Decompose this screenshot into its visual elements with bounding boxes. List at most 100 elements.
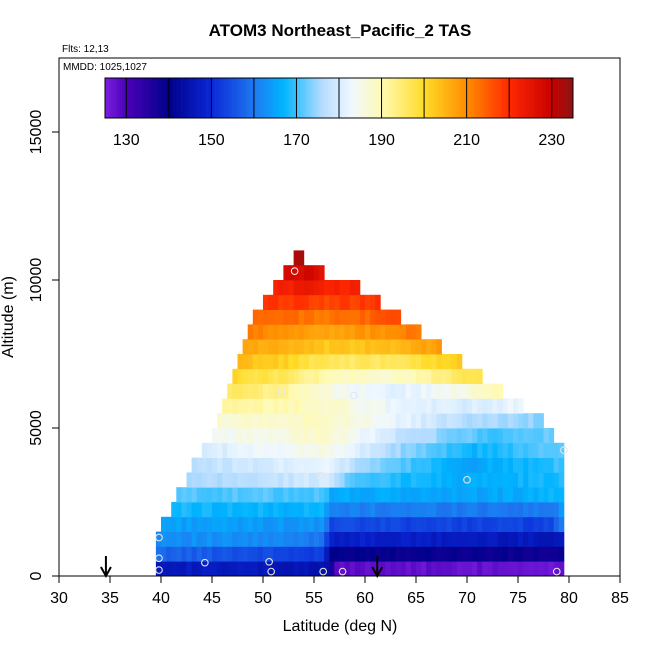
- heatmap-cell: [308, 502, 315, 518]
- heatmap-cell: [227, 546, 233, 562]
- heatmap-cell: [390, 309, 396, 325]
- heatmap-cell: [512, 561, 519, 577]
- heatmap-cell: [217, 531, 223, 547]
- heatmap-cell: [319, 428, 325, 444]
- heatmap-cell: [416, 339, 422, 355]
- heatmap-cell: [446, 561, 453, 577]
- heatmap-cell: [314, 428, 320, 444]
- colorbar-swatch: [545, 78, 548, 118]
- colorbar-swatch: [468, 78, 472, 118]
- colorbar-swatch: [462, 78, 465, 118]
- heatmap-cell: [308, 398, 315, 414]
- heatmap-cell: [227, 561, 233, 577]
- heatmap-cell: [416, 413, 422, 429]
- heatmap-cell: [518, 531, 524, 547]
- heatmap-cell: [334, 546, 340, 562]
- heatmap-cell: [533, 516, 539, 532]
- heatmap-cell: [385, 442, 391, 458]
- heatmap-cell: [319, 502, 325, 518]
- heatmap-cell: [502, 487, 509, 503]
- y-tick-label: 15000: [28, 110, 45, 155]
- heatmap-cell: [349, 502, 356, 518]
- heatmap-cell: [395, 502, 402, 518]
- heatmap-cell: [206, 516, 213, 532]
- heatmap-cell: [247, 339, 254, 355]
- heatmap-cell: [421, 442, 427, 458]
- colorbar-swatch: [509, 78, 512, 118]
- heatmap-cell: [359, 502, 366, 518]
- heatmap-cell: [314, 442, 320, 458]
- heatmap-cell: [344, 457, 351, 473]
- heatmap-cell: [349, 413, 356, 429]
- heatmap-cell: [456, 472, 463, 488]
- heatmap-cell: [268, 472, 274, 488]
- heatmap-cell: [155, 561, 162, 577]
- heatmap-cell: [359, 561, 366, 577]
- colorbar-swatch: [364, 78, 367, 118]
- heatmap-cell: [380, 354, 386, 370]
- x-tick-label: 50: [254, 590, 272, 607]
- heatmap-cell: [385, 457, 391, 473]
- heatmap-cell: [492, 487, 498, 503]
- heatmap-cell: [548, 516, 555, 532]
- heatmap-cell: [242, 487, 249, 503]
- heatmap-cell: [528, 442, 534, 458]
- heatmap-cell: [410, 472, 417, 488]
- heatmap-cell: [365, 398, 371, 414]
- heatmap-cell: [518, 561, 524, 577]
- heatmap-cell: [543, 487, 549, 503]
- heatmap-cell: [308, 413, 315, 429]
- heatmap-cell: [349, 516, 356, 532]
- heatmap-cell: [288, 413, 294, 429]
- heatmap-cell: [502, 502, 509, 518]
- heatmap-cell: [247, 398, 254, 414]
- colorbar-swatch: [492, 78, 495, 118]
- heatmap-cell: [263, 368, 269, 384]
- heatmap-cell: [349, 472, 356, 488]
- heatmap-cell: [416, 354, 422, 370]
- colorbar-swatch: [475, 78, 478, 118]
- colorbar-swatch: [279, 78, 282, 118]
- heatmap-cell: [232, 561, 238, 577]
- heatmap-cell: [456, 457, 463, 473]
- heatmap-cell: [482, 413, 488, 429]
- heatmap-cell: [257, 368, 264, 384]
- colorbar-swatch: [353, 78, 357, 118]
- heatmap-cell: [344, 398, 351, 414]
- heatmap-cell: [370, 383, 376, 399]
- heatmap-cell: [497, 398, 504, 414]
- heatmap-cell: [278, 339, 284, 355]
- colorbar-swatch: [411, 78, 414, 118]
- heatmap-cell: [288, 368, 294, 384]
- colorbar-swatch: [105, 78, 108, 118]
- heatmap-cell: [446, 531, 453, 547]
- colorbar-swatch: [519, 78, 523, 118]
- colorbar-swatch: [173, 78, 176, 118]
- heatmap-cell: [293, 368, 300, 384]
- heatmap-cell: [273, 546, 279, 562]
- heatmap-cell: [477, 561, 483, 577]
- heatmap-cell: [538, 516, 544, 532]
- colorbar-swatch: [330, 78, 333, 118]
- heatmap-cell: [502, 398, 509, 414]
- colorbar-swatch: [407, 78, 410, 118]
- heatmap-cell: [314, 383, 320, 399]
- heatmap-cell: [375, 531, 381, 547]
- heatmap-cell: [400, 383, 407, 399]
- heatmap-cell: [431, 339, 437, 355]
- heatmap-cell: [222, 457, 228, 473]
- colorbar-swatch: [266, 78, 270, 118]
- y-tick-label: 5000: [28, 410, 45, 446]
- colorbar-swatch: [296, 78, 299, 118]
- colorbar-swatch: [226, 78, 229, 118]
- heatmap-cell: [467, 561, 473, 577]
- colorbar-swatch: [307, 78, 310, 118]
- colorbar-swatch: [181, 78, 185, 118]
- heatmap-cell: [314, 531, 320, 547]
- heatmap-cell: [339, 531, 345, 547]
- heatmap-cell: [380, 398, 386, 414]
- heatmap-cell: [436, 413, 442, 429]
- x-axis: 30 35 40 45 50 55 60 65 70 75 80 85: [50, 575, 629, 607]
- heatmap-cell: [426, 561, 432, 577]
- heatmap-cell: [405, 561, 412, 577]
